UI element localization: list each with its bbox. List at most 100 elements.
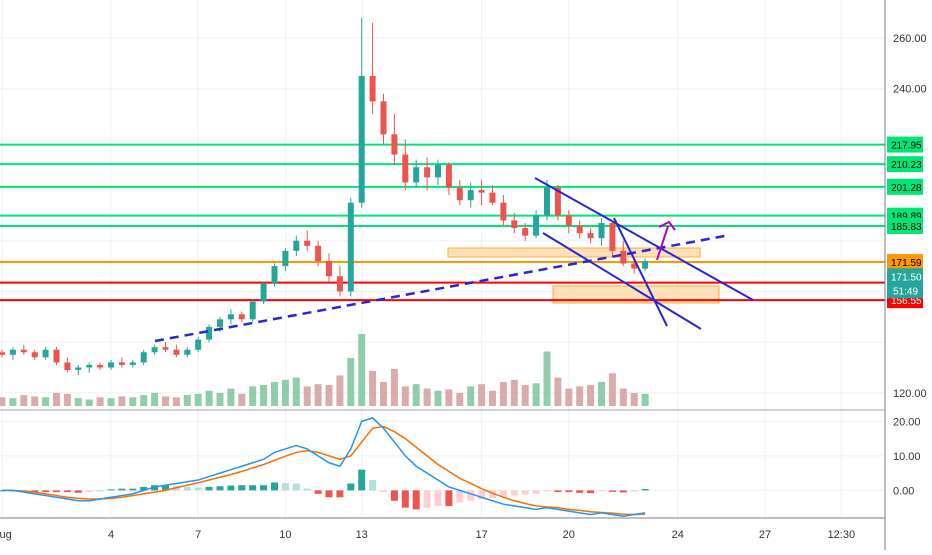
volume-bar <box>587 385 595 406</box>
volume-bar <box>608 373 616 406</box>
volume-bar <box>358 334 366 406</box>
current-price-label: 171.50 <box>891 272 922 283</box>
volume-bar <box>183 395 191 406</box>
macd-histogram-bar <box>543 490 551 492</box>
candle-body <box>336 276 343 292</box>
candle-body <box>565 215 572 226</box>
candle-body <box>369 76 376 102</box>
candle-body <box>587 233 594 239</box>
candle-body <box>195 339 202 350</box>
volume-bar <box>96 397 104 406</box>
level-price-label: 171.59 <box>891 258 922 269</box>
candle-body <box>9 349 16 355</box>
candle-body <box>184 349 191 355</box>
volume-bar <box>401 386 409 406</box>
candle-body <box>402 154 409 183</box>
volume-bar <box>63 393 71 406</box>
macd-histogram-bar <box>510 490 518 496</box>
level-price-badge <box>887 254 923 271</box>
volume-bar <box>619 388 627 406</box>
candle-body <box>631 263 638 269</box>
current-price-badge <box>887 268 923 299</box>
volume-bar <box>478 384 486 406</box>
volume-bar <box>42 397 50 406</box>
macd-histogram-bar <box>260 485 268 491</box>
volume-bar <box>249 386 257 406</box>
volume-bar <box>129 397 137 406</box>
macd-histogram-bar <box>194 487 202 491</box>
volume-bar <box>74 398 82 406</box>
candle-body <box>282 250 289 267</box>
candle-body <box>20 349 27 353</box>
trend-drawings <box>154 177 754 343</box>
macd-histogram-bar <box>380 490 387 493</box>
macd-histogram-bar <box>608 490 616 492</box>
price-tick-label: 260.00 <box>893 33 927 45</box>
volume-bar <box>292 377 300 406</box>
macd-histogram-bar <box>467 490 475 501</box>
candle-body <box>249 301 256 320</box>
candle-body <box>0 352 5 355</box>
candle-body <box>445 164 452 188</box>
macd-histogram-bar <box>238 485 246 491</box>
macd-histogram-bar <box>401 490 409 508</box>
macd-histogram-bar <box>205 486 213 491</box>
volume-bar <box>412 384 420 406</box>
macd-histogram-bar <box>249 485 257 491</box>
macd-histogram-bar <box>31 490 39 493</box>
volume-bar <box>194 393 202 406</box>
candle-body <box>271 266 278 284</box>
candle-body <box>129 362 136 365</box>
channel-lower-line <box>542 232 702 330</box>
candle-body <box>380 101 387 135</box>
time-tick-label: 4 <box>108 529 114 541</box>
projection-line <box>613 217 668 327</box>
candle-body <box>424 167 431 178</box>
volume-bar <box>543 351 551 406</box>
macd-histogram-bar <box>423 490 431 508</box>
volume-bar <box>9 398 17 406</box>
candle-body <box>533 215 540 236</box>
candle-body <box>108 362 114 368</box>
price-tick-label: 240.00 <box>893 84 927 96</box>
volume-bar <box>489 390 496 406</box>
time-tick-label: 20 <box>563 529 575 541</box>
volume-bar <box>314 384 322 406</box>
volume-bar <box>390 368 398 406</box>
volume-bar <box>598 382 605 406</box>
rising-trendline-dashed <box>154 233 731 343</box>
level-price-badge <box>887 136 923 153</box>
volume-bar <box>162 396 169 406</box>
volume-bar <box>205 390 213 406</box>
candle-body <box>467 190 474 201</box>
macd-histogram-bar <box>478 490 486 500</box>
macd-histogram-bar <box>85 490 93 493</box>
candle-body <box>86 364 93 368</box>
candle-body <box>620 250 627 264</box>
volume-bar <box>238 393 246 406</box>
macd-histogram-bar <box>456 490 464 503</box>
volume-bar <box>630 392 638 406</box>
candle-body <box>522 228 529 236</box>
macd-histogram-bar <box>42 490 50 493</box>
time-tick-label: 27 <box>759 529 771 541</box>
volume-bar <box>172 397 180 406</box>
candle-body <box>42 349 49 358</box>
macd-histogram-bar <box>434 490 442 506</box>
candle-body <box>238 314 245 320</box>
volume-bar <box>336 375 344 406</box>
bar-countdown-label: 51:49 <box>893 286 918 297</box>
candle-body <box>642 261 649 269</box>
time-tick-label: 12:30 <box>828 529 856 541</box>
time-tick-label: 7 <box>195 529 201 541</box>
volume-bars <box>0 334 649 406</box>
volume-bar <box>380 382 387 406</box>
candle-body <box>358 76 365 203</box>
time-tick-label: 17 <box>475 529 487 541</box>
macd-histogram-bar <box>347 483 355 491</box>
macd-histogram-bar <box>96 490 104 492</box>
candle-body <box>609 223 616 251</box>
macd-histogram-bar <box>292 483 300 491</box>
